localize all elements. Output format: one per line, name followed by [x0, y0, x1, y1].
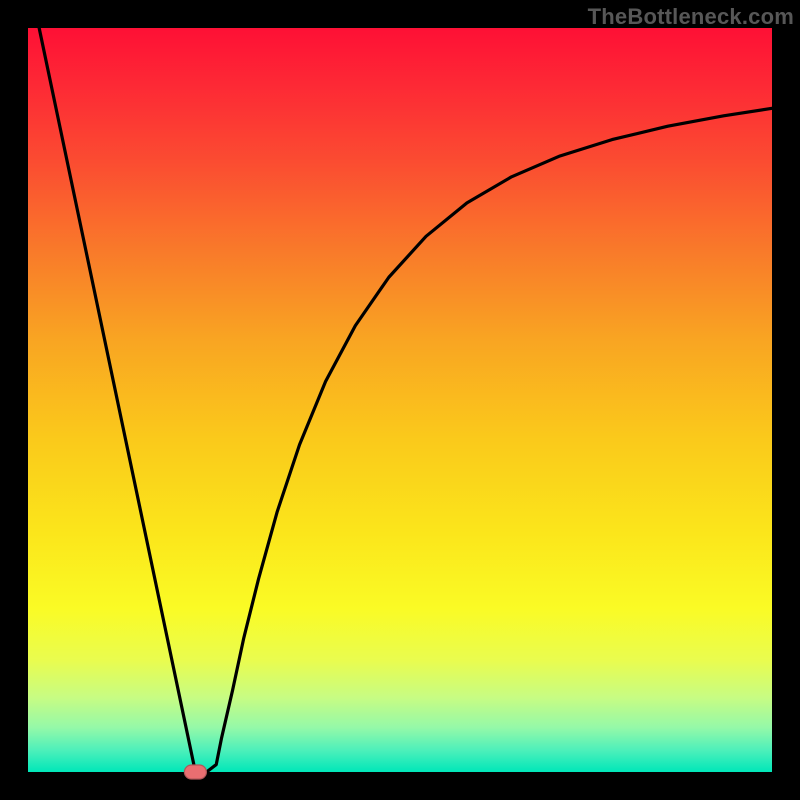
- bottleneck-chart: [0, 0, 800, 800]
- chart-container: TheBottleneck.com: [0, 0, 800, 800]
- gradient-background: [28, 28, 772, 772]
- watermark-text: TheBottleneck.com: [588, 4, 794, 30]
- optimal-point-marker: [184, 765, 206, 779]
